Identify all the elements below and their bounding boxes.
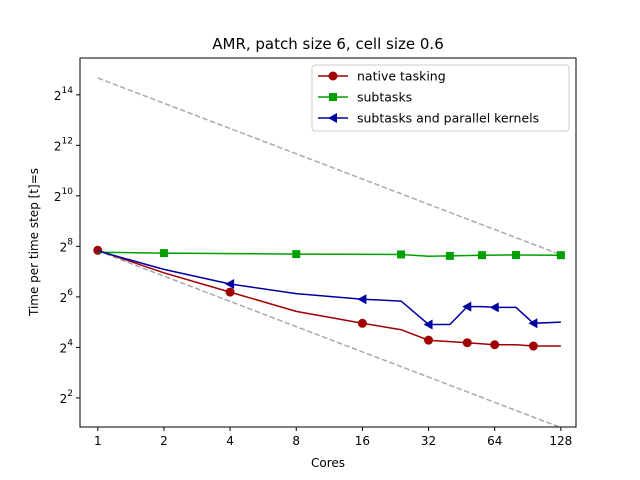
y-tick-label: 24	[60, 338, 74, 355]
y-axis-label: Time per time step [t]=s	[27, 168, 41, 317]
series-line	[97, 251, 561, 258]
x-tick-label: 2	[160, 434, 168, 448]
data-point	[528, 341, 538, 351]
data-point	[397, 250, 406, 259]
series-3	[97, 250, 561, 330]
x-tick-label: 4	[226, 434, 234, 448]
legend: native tasking subtasks subtasks and par…	[311, 64, 570, 132]
x-axis-label: Cores	[311, 456, 345, 470]
data-point	[357, 294, 367, 305]
legend-box	[311, 64, 570, 132]
data-point	[159, 249, 168, 258]
data-point	[490, 340, 500, 350]
data-point	[462, 338, 472, 348]
x-tick-label: 64	[487, 434, 502, 448]
x-tick-label: 1	[94, 434, 102, 448]
legend-item-1: native tasking	[318, 69, 446, 84]
legend-marker	[328, 113, 337, 123]
reference-line-1	[97, 77, 562, 256]
y-tick-label: 26	[60, 288, 74, 305]
data-point	[477, 251, 486, 260]
legend-label: subtasks and parallel kernels	[357, 111, 539, 126]
data-point	[93, 245, 103, 255]
data-point	[556, 251, 565, 260]
data-point	[445, 251, 454, 260]
data-point	[489, 302, 499, 313]
legend-label: native tasking	[357, 69, 446, 84]
chart-title: AMR, patch size 6, cell size 0.6	[212, 35, 444, 53]
y-tick-label: 28	[60, 237, 74, 254]
data-point	[357, 318, 367, 328]
y-axis: 22 24 26 28 210 212 214	[54, 86, 80, 406]
axes-frame	[79, 57, 577, 428]
x-tick-label: 128	[549, 434, 572, 448]
y-tick-label: 210	[54, 187, 73, 204]
data-point	[462, 301, 472, 312]
series-line	[97, 249, 561, 347]
y-tick-label: 212	[54, 136, 73, 153]
series-1	[93, 245, 561, 351]
x-axis: 1 2 4 8 16 32 64 128	[94, 427, 572, 448]
legend-item-3: subtasks and parallel kernels	[318, 111, 539, 126]
data-point	[292, 250, 301, 259]
legend-marker	[329, 93, 337, 101]
legend-item-2: subtasks	[318, 90, 412, 105]
legend-marker	[328, 71, 338, 81]
y-tick-label: 214	[54, 86, 73, 103]
data-point	[423, 319, 433, 330]
data-point	[512, 250, 521, 259]
series-2	[97, 249, 565, 260]
y-tick-label: 22	[60, 389, 73, 406]
x-tick-label: 8	[292, 434, 300, 448]
data-point	[225, 279, 235, 290]
plot-area	[93, 77, 565, 429]
data-point	[424, 335, 434, 345]
x-tick-label: 32	[421, 434, 436, 448]
x-tick-label: 16	[355, 434, 370, 448]
data-point	[225, 287, 235, 297]
data-point	[528, 318, 538, 329]
legend-label: subtasks	[357, 90, 412, 105]
series-line	[97, 250, 561, 326]
reference-line-2	[97, 250, 562, 429]
